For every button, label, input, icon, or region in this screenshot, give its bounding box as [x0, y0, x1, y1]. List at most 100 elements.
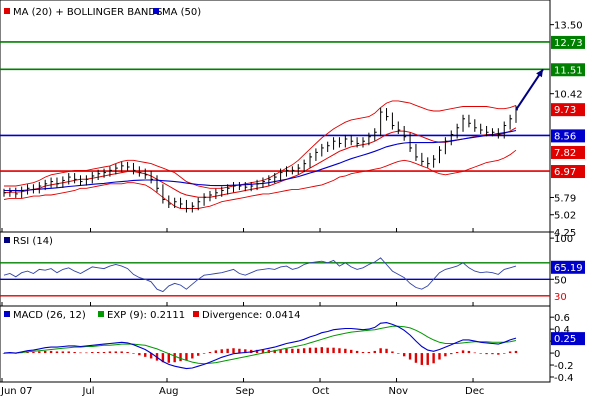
legend-label-ma50: MA (50)	[162, 7, 201, 18]
divergence-bar	[114, 351, 118, 354]
macd-panel	[2, 322, 518, 370]
legend-swatch-ma50	[153, 8, 159, 14]
rsi-panel	[0, 257, 550, 297]
divergence-bar	[308, 347, 312, 354]
macd-current-label: 0.25	[554, 334, 576, 345]
divergence-bar	[32, 352, 35, 354]
divergence-bar	[279, 349, 282, 354]
ma20-line	[3, 127, 517, 198]
price-y-tick-label-0: 13.50	[554, 21, 583, 32]
divergence-bar	[314, 347, 318, 354]
divergence-bar	[226, 348, 229, 354]
legend-swatch-divergence	[193, 311, 199, 317]
divergence-bar	[73, 352, 76, 354]
divergence-bar	[367, 352, 371, 354]
divergence-bar	[503, 353, 506, 354]
divergence-bar	[108, 351, 112, 354]
divergence-bar	[126, 352, 129, 354]
divergence-bar	[485, 353, 488, 355]
divergence-bar	[450, 353, 453, 355]
axes: 12.73 11.51 8.56 6.97 13.50 10.42 5.79 5.02 4.25…	[0, 21, 585, 397]
divergence-bar	[391, 351, 394, 354]
divergence-bar	[402, 353, 406, 357]
divergence-bar	[149, 353, 153, 359]
level-label-1: 11.51	[554, 65, 583, 76]
price-y-tick-label-2: 5.79	[554, 193, 576, 204]
level-label-0: 12.73	[554, 38, 583, 49]
divergence-bar	[85, 352, 88, 354]
rsi-y-tick-label-1: 50	[554, 275, 567, 286]
ma50-line	[4, 129, 517, 192]
macd-y-tick-label-4: -0.2	[554, 361, 574, 372]
divergence-bar	[426, 353, 429, 365]
divergence-bar	[414, 353, 418, 363]
divergence-bar	[397, 353, 400, 354]
price-panel	[0, 41, 550, 213]
x-tick-label-3: Sep	[236, 386, 255, 397]
divergence-bar	[373, 350, 376, 354]
bollinger-upper-line	[4, 100, 517, 189]
level-badge-2	[551, 129, 585, 143]
legend-label-exp: EXP (9): 0.2111	[107, 310, 185, 321]
divergence-bar	[202, 353, 206, 354]
divergence-bar	[61, 351, 65, 354]
level-badge-1	[551, 63, 585, 77]
divergence-bar	[291, 348, 294, 354]
price-marker-label-1: 7.82	[554, 148, 576, 159]
rsi-level-label-0: 30	[554, 292, 567, 303]
legend-swatch-macd	[4, 311, 10, 317]
divergence-bar	[96, 352, 100, 354]
legend-swatch-exp	[98, 311, 104, 317]
price-y-tick-label-3: 5.02	[554, 211, 576, 222]
divergence-bar	[120, 351, 123, 354]
price-y-tick-label-1: 10.42	[554, 90, 583, 101]
divergence-bar	[43, 350, 47, 354]
divergence-bar	[355, 350, 359, 354]
macd-current-badge	[551, 332, 585, 346]
price-marker-badge-1	[551, 145, 585, 159]
divergence-bar	[491, 353, 494, 355]
macd-y-tick-label-3: 0	[554, 349, 560, 360]
divergence-bar	[432, 353, 435, 364]
divergence-bar	[408, 353, 412, 360]
divergence-bar	[261, 349, 265, 354]
divergence-bar	[161, 353, 165, 363]
level-badge-3	[551, 165, 585, 179]
divergence-bar	[255, 349, 259, 354]
divergence-bar	[173, 353, 176, 363]
x-tick-label-5: Nov	[389, 386, 409, 397]
divergence-bar	[338, 348, 341, 354]
price-marker-badge-0	[551, 103, 585, 117]
divergence-bar	[214, 350, 218, 354]
x-tick-label-1: Jul	[82, 386, 95, 397]
divergence-bar	[49, 350, 53, 354]
divergence-bar	[320, 347, 323, 354]
divergence-bar	[238, 348, 241, 354]
legend-label-divergence: Divergence: 0.0414	[202, 310, 301, 321]
rsi-line	[3, 257, 517, 293]
x-tick-label-0: Jun 07	[0, 386, 33, 397]
level-label-3: 6.97	[554, 167, 576, 178]
divergence-bar	[379, 348, 382, 354]
divergence-bar	[438, 353, 441, 360]
divergence-bar	[332, 347, 335, 354]
divergence-bar	[273, 349, 276, 354]
divergence-bar	[38, 351, 41, 354]
divergence-bar	[208, 352, 212, 354]
divergence-bar	[473, 352, 477, 354]
projection-arrow-head	[536, 69, 543, 78]
divergence-bar	[420, 353, 424, 365]
divergence-bar	[197, 353, 200, 356]
bollinger-lower-line	[3, 149, 517, 209]
price-marker-label-0: 9.73	[554, 105, 576, 116]
divergence-bar	[508, 351, 512, 354]
level-label-2: 8.56	[554, 131, 576, 142]
macd-legend: MACD (26, 12) EXP (9): 0.2111 Divergence…	[4, 310, 301, 321]
divergence-bar	[467, 350, 471, 354]
macd-panel-frame	[0, 305, 551, 383]
divergence-bar	[302, 348, 306, 354]
rsi-legend: RSI (14)	[4, 236, 53, 247]
divergence-bar	[444, 353, 447, 357]
divergence-bar	[55, 351, 59, 354]
